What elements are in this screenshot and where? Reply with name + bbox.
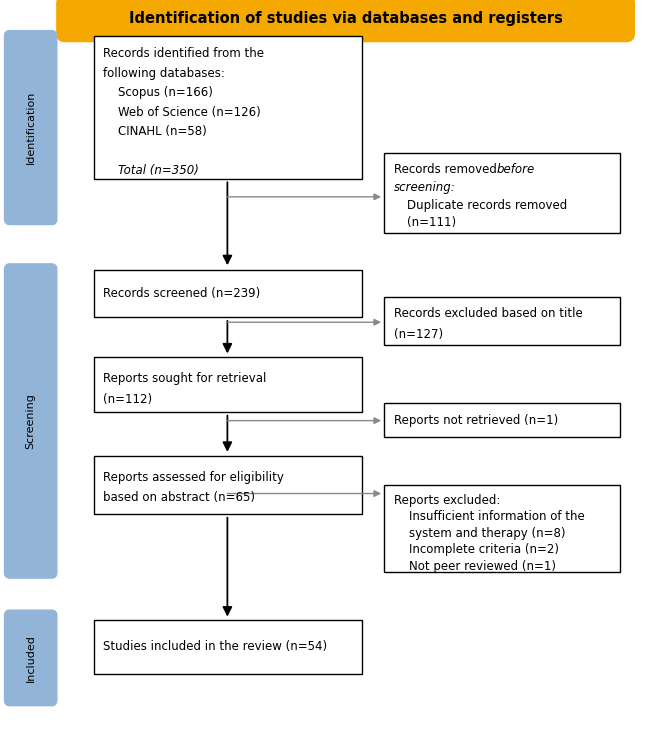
FancyBboxPatch shape (384, 297, 620, 345)
FancyBboxPatch shape (94, 36, 362, 179)
Text: Duplicate records removed: Duplicate records removed (407, 198, 567, 211)
Text: Records screened (n=239): Records screened (n=239) (103, 287, 260, 300)
Text: before: before (496, 163, 534, 176)
Text: (n=127): (n=127) (394, 328, 443, 340)
Text: Identification of studies via databases and registers: Identification of studies via databases … (129, 11, 563, 26)
Text: Records identified from the: Records identified from the (103, 47, 264, 61)
FancyBboxPatch shape (57, 0, 634, 42)
Text: Identification: Identification (26, 91, 36, 164)
Text: (n=111): (n=111) (407, 217, 456, 230)
Text: screening:: screening: (394, 181, 456, 194)
Text: Scopus (n=166): Scopus (n=166) (103, 86, 213, 99)
Text: system and therapy (n=8): system and therapy (n=8) (394, 527, 565, 540)
Text: Studies included in the review (n=54): Studies included in the review (n=54) (103, 641, 328, 653)
Text: CINAHL (n=58): CINAHL (n=58) (103, 125, 207, 138)
Text: Records excluded based on title: Records excluded based on title (394, 308, 583, 320)
FancyBboxPatch shape (5, 31, 57, 225)
FancyBboxPatch shape (384, 485, 620, 572)
Text: (n=112): (n=112) (103, 393, 152, 405)
Text: Reports not retrieved (n=1): Reports not retrieved (n=1) (394, 414, 558, 426)
Text: following databases:: following databases: (103, 66, 225, 79)
FancyBboxPatch shape (94, 456, 362, 514)
FancyBboxPatch shape (5, 264, 57, 578)
Text: Insufficient information of the: Insufficient information of the (394, 510, 585, 523)
Text: Total (n=350): Total (n=350) (103, 164, 199, 177)
Text: Screening: Screening (26, 393, 36, 449)
Text: Not peer reviewed (n=1): Not peer reviewed (n=1) (394, 560, 556, 573)
FancyBboxPatch shape (384, 153, 620, 233)
FancyBboxPatch shape (94, 620, 362, 674)
Text: Included: Included (26, 634, 36, 682)
Text: based on abstract (n=65): based on abstract (n=65) (103, 491, 255, 504)
Text: Reports assessed for eligibility: Reports assessed for eligibility (103, 471, 284, 484)
Text: Reports excluded:: Reports excluded: (394, 494, 501, 507)
FancyBboxPatch shape (94, 270, 362, 317)
FancyBboxPatch shape (5, 610, 57, 706)
Text: Incomplete criteria (n=2): Incomplete criteria (n=2) (394, 543, 559, 556)
Text: Reports sought for retrieval: Reports sought for retrieval (103, 373, 267, 385)
FancyBboxPatch shape (384, 403, 620, 437)
FancyBboxPatch shape (94, 357, 362, 412)
Text: Web of Science (n=126): Web of Science (n=126) (103, 106, 261, 119)
Text: Records removed: Records removed (394, 163, 501, 176)
